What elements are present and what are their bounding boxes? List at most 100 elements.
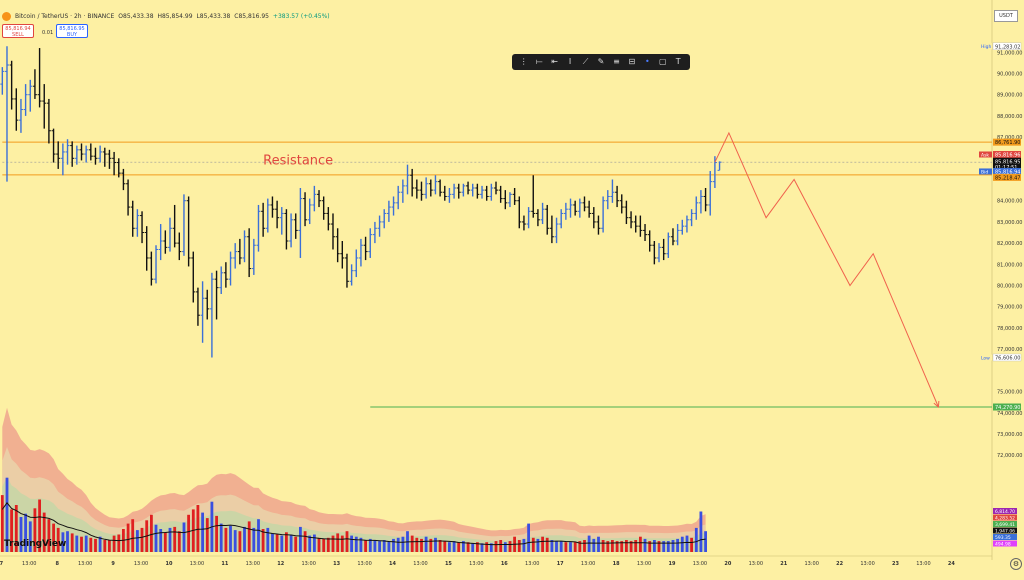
- sell-price: 85,816.94: [5, 26, 31, 32]
- volume-bar: [550, 540, 554, 552]
- price-label: 85,218.47: [995, 175, 1020, 181]
- volume-bar: [150, 514, 153, 552]
- text-cursor-icon[interactable]: I: [568, 57, 572, 66]
- trend-line-icon[interactable]: ⟋: [582, 57, 589, 66]
- volume-bar: [569, 542, 572, 552]
- x-tick-label: 13:00: [804, 561, 818, 567]
- brush-icon[interactable]: ✎: [597, 57, 605, 66]
- volume-bar: [5, 477, 9, 552]
- volume-bar: [345, 531, 349, 552]
- volume-bar: [443, 541, 447, 552]
- volume-bar: [615, 541, 619, 552]
- volume-bar: [261, 529, 265, 552]
- volume-bar: [313, 534, 316, 552]
- price-tag-box: [979, 43, 992, 50]
- volume-bar: [489, 543, 493, 552]
- volume-band-lower: [2, 476, 706, 552]
- x-tick-label: 15: [445, 561, 452, 567]
- currency-selector[interactable]: USDT: [994, 10, 1018, 22]
- volume-bar: [159, 529, 163, 552]
- buy-button[interactable]: 85,816.95 BUY: [56, 24, 88, 38]
- volume-bar: [499, 540, 503, 552]
- price-tag-box: [979, 354, 992, 361]
- volume-bar: [387, 541, 391, 552]
- text-icon[interactable]: T: [675, 57, 681, 66]
- x-tick-label: 13:00: [22, 561, 36, 567]
- volume-bar: [434, 537, 437, 552]
- drawing-toolbar: ⋮ ⟝ ⇤ I ⟋ ✎ ≡ ⊟ • ▢ T: [512, 54, 690, 70]
- volume-bar: [163, 532, 167, 552]
- volume-bar: [611, 540, 614, 552]
- ruler-icon[interactable]: ⊟: [628, 57, 636, 66]
- x-tick-label: 22: [836, 561, 843, 567]
- fib-icon[interactable]: ≡: [613, 57, 620, 66]
- ohlc-values: O85,433.38 H85,854.99 L85,433.38 C85,816…: [118, 13, 331, 20]
- volume-bar: [219, 523, 223, 552]
- volume-bar: [378, 541, 381, 552]
- volume-bar: [592, 538, 596, 552]
- price-label: 86,761.90: [995, 140, 1020, 146]
- volume-bar: [392, 538, 395, 552]
- volume-label-box: [993, 521, 1017, 527]
- volume-bar: [117, 534, 121, 552]
- volume-bar: [215, 515, 218, 552]
- x-tick-label: 17: [557, 561, 564, 567]
- volume-bar: [410, 535, 414, 552]
- dot-icon[interactable]: •: [644, 57, 650, 66]
- volume-bar: [126, 523, 130, 552]
- price-label-box: [993, 167, 1021, 175]
- volume-bar: [266, 527, 270, 552]
- sell-button[interactable]: 85,816.94 SELL: [2, 24, 34, 38]
- volume-bar: [56, 527, 60, 552]
- volume-bar: [201, 512, 204, 552]
- volume-bar: [257, 519, 260, 552]
- y-tick-label: 88,000.00: [997, 114, 1022, 120]
- volume-bar: [233, 530, 237, 552]
- volume-bar: [252, 527, 256, 552]
- projection-arrowhead: [933, 400, 940, 409]
- x-tick-label: 13:00: [749, 561, 763, 567]
- change-value: +383.57 (+0.45%): [272, 12, 330, 20]
- horizontal-line-icon[interactable]: ⟝: [535, 57, 543, 66]
- volume-bar: [112, 535, 116, 552]
- volume-bar: [396, 537, 400, 552]
- volume-bar: [597, 536, 600, 552]
- volume-bar: [317, 537, 321, 552]
- volume-bar: [61, 532, 65, 552]
- volume-bar: [620, 541, 624, 552]
- volume-bar: [80, 536, 83, 552]
- volume-bar: [187, 514, 190, 552]
- volume-bar: [685, 535, 689, 552]
- volume-bar: [634, 540, 638, 552]
- price-label-box: [992, 42, 1022, 50]
- projection-path: [714, 131, 939, 408]
- volume-bar: [28, 521, 32, 552]
- volume-bar: [10, 509, 13, 552]
- volume-bar: [559, 541, 563, 552]
- volume-bar: [438, 540, 442, 552]
- price-label: 01:17:51: [995, 165, 1017, 171]
- volume-bar: [224, 527, 228, 552]
- symbol-title[interactable]: Bitcoin / TetherUS · 2h · BINANCE: [15, 12, 115, 20]
- price-label: 91,283.02: [995, 44, 1020, 50]
- rectangle-icon[interactable]: ▢: [659, 57, 667, 66]
- volume-bar: [294, 536, 298, 552]
- price-label-box: [993, 163, 1021, 171]
- x-tick-label: 19: [668, 561, 675, 567]
- bitcoin-icon: [2, 11, 11, 21]
- volume-bar: [108, 540, 111, 552]
- volume-bar: [653, 540, 656, 552]
- volume-bar: [583, 540, 586, 552]
- volume-bar: [401, 536, 405, 552]
- volume-bar: [299, 526, 302, 552]
- x-tick-label: 13:00: [637, 561, 651, 567]
- handle-icon[interactable]: ⋮: [519, 57, 528, 66]
- volume-bar: [326, 537, 330, 552]
- y-tick-label: 87,000.00: [997, 135, 1022, 141]
- volume-bar: [573, 542, 577, 552]
- settings-gear-icon[interactable]: ⚙: [1010, 558, 1022, 570]
- volume-bar: [308, 535, 312, 552]
- volume-label: 593.35: [995, 535, 1011, 541]
- volume-bar: [289, 534, 293, 552]
- arrow-line-icon[interactable]: ⇤: [551, 57, 558, 66]
